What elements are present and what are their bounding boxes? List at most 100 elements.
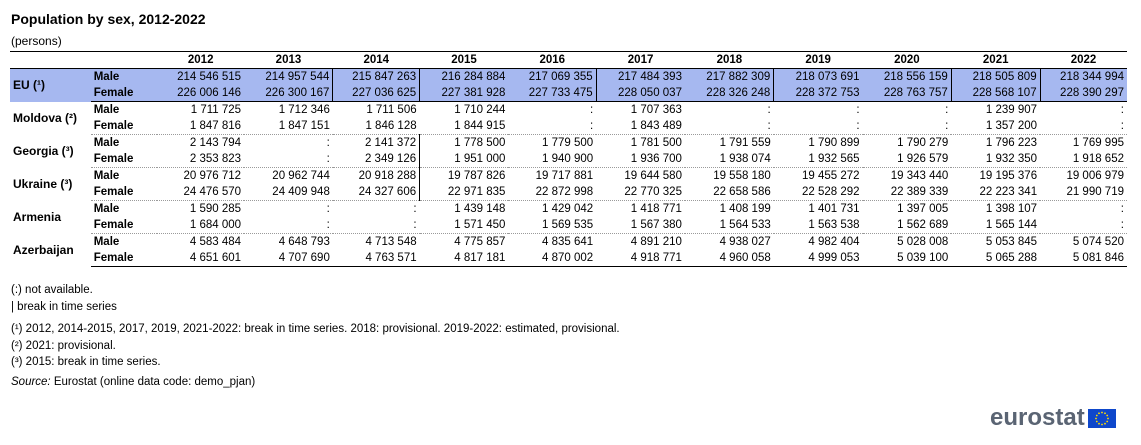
- value-cell: :: [589, 104, 594, 116]
- value-cell: 226 300 167: [244, 85, 333, 102]
- year-header-2015: 2015: [419, 51, 509, 69]
- value-cell: :: [244, 151, 333, 168]
- value-cell: 1 790 899: [808, 137, 860, 149]
- flag-star: [1100, 423, 1103, 425]
- value-cell: 228 763 757: [862, 85, 952, 102]
- value-cell: 1 397 005: [897, 203, 949, 215]
- value-cell: :: [332, 217, 420, 234]
- value-cell: 214 957 544: [244, 68, 333, 85]
- value-cell: 214 546 515: [157, 68, 245, 85]
- value-cell: 1 790 279: [897, 137, 949, 149]
- year-header-2022: 2022: [1040, 51, 1127, 69]
- male-label: Male: [93, 137, 120, 149]
- value-cell: :: [1040, 118, 1127, 135]
- source-label: Source:: [11, 376, 51, 388]
- value-cell: 1 439 148: [454, 203, 506, 215]
- value-cell: 1 408 199: [719, 203, 771, 215]
- value-cell: 20 918 288: [358, 170, 417, 182]
- value-cell: 1 796 223: [985, 137, 1038, 149]
- year-header-2014: 2014: [332, 51, 420, 69]
- value-cell: 1 711 725: [190, 104, 242, 116]
- value-cell: 228 390 297: [1039, 85, 1127, 102]
- value-cell: :: [1120, 104, 1124, 116]
- value-cell: 1 571 450: [419, 217, 509, 234]
- male-label: Male: [93, 203, 120, 215]
- value-cell: 218 505 809: [950, 68, 1041, 85]
- country-label: Georgia (³): [13, 144, 74, 158]
- value-cell: 1 563 538: [773, 217, 863, 234]
- value-cell: 4 583 484: [189, 236, 242, 248]
- value-cell: 226 006 146: [157, 85, 245, 102]
- value-cell: 217 069 355: [508, 68, 597, 85]
- flag-star: [1103, 422, 1106, 425]
- year-header-2019: 2019: [773, 51, 863, 69]
- value-cell: :: [767, 104, 771, 116]
- value-cell: 4 891 210: [630, 236, 682, 248]
- value-cell: 2 143 794: [189, 137, 242, 149]
- value-cell: 22 971 835: [419, 184, 509, 201]
- value-cell: 1 951 000: [419, 151, 509, 168]
- flag-star: [1106, 417, 1109, 419]
- table-row: Ukraine (³) Male 20 976 712 20 962 744 20 91…: [10, 167, 1127, 191]
- value-cell: 22 223 341: [951, 184, 1041, 201]
- value-cell: :: [1120, 203, 1124, 215]
- value-cell: 1 710 244: [454, 104, 506, 116]
- value-cell: 4 775 857: [454, 236, 506, 248]
- table-row: Georgia (³) Male 2 143 794: 2 141 372 1 778 …: [10, 134, 1127, 158]
- value-cell: 1 398 107: [985, 203, 1038, 215]
- value-cell: 1 791 559: [719, 137, 771, 149]
- table-row: Female 1 847 816 1 847 151 1 846 128 1 844 9…: [10, 118, 1127, 135]
- value-cell: 24 327 606: [332, 184, 420, 201]
- value-cell: 228 568 107: [950, 85, 1041, 102]
- table-row: Moldova (²) Male 1 711 725 1 712 346 1 711 5…: [10, 102, 1127, 125]
- country-label: Azerbaijan: [13, 243, 74, 257]
- value-cell: 1 707 363: [630, 104, 682, 116]
- value-cell: :: [508, 118, 597, 135]
- table-row: Female 226 006 146 226 300 167 227 036 625 2…: [10, 85, 1127, 102]
- footnote-2: (²) 2021: provisional.: [11, 340, 116, 352]
- value-cell: :: [773, 118, 863, 135]
- value-cell: 22 528 292: [773, 184, 863, 201]
- value-cell: 1 847 816: [157, 118, 245, 135]
- value-cell: 22 389 339: [862, 184, 952, 201]
- female-label: Female: [90, 184, 158, 201]
- value-cell: :: [326, 137, 330, 149]
- value-cell: 24 476 570: [157, 184, 245, 201]
- value-cell: 1 429 042: [542, 203, 594, 215]
- flag-star: [1095, 414, 1098, 416]
- value-cell: 19 644 580: [624, 170, 682, 182]
- flag-background: [1087, 408, 1116, 428]
- value-cell: 4 707 690: [244, 250, 333, 267]
- eurostat-logo: eurostat: [990, 404, 1116, 432]
- table-row: Female 24 476 570 24 409 948 24 327 606 22 9…: [10, 184, 1127, 201]
- value-cell: 1 565 144: [951, 217, 1041, 234]
- value-cell: 19 717 881: [535, 170, 594, 182]
- source-line: Source: Eurostat (online data code: demo…: [11, 375, 255, 390]
- value-cell: 24 409 948: [244, 184, 333, 201]
- value-cell: 218 344 994: [1039, 68, 1127, 85]
- value-cell: 1 847 151: [244, 118, 333, 135]
- table-row: Female 4 651 601 4 707 690 4 763 571 4 817 1…: [10, 250, 1127, 267]
- male-label: Male: [93, 236, 120, 248]
- male-label: Male: [93, 170, 120, 182]
- table-row: Armenia Male 1 590 285:: 1 439 148 1 429 042…: [10, 201, 1127, 224]
- value-cell: 1 357 200: [951, 118, 1041, 135]
- flag-star: [1105, 420, 1108, 422]
- header-row: 2012 2013 2014 2015 2016 2017 2018 2019 2020 2021…: [10, 51, 1127, 69]
- logo-text: eurostat: [990, 404, 1085, 431]
- flag-star: [1103, 411, 1106, 414]
- footnote-1: (¹) 2012, 2014-2015, 2017, 2019, 2021-20…: [11, 323, 620, 335]
- male-label: Male: [93, 104, 120, 116]
- year-header-2012: 2012: [157, 51, 245, 69]
- value-cell: 2 353 823: [157, 151, 245, 168]
- value-cell: 5 039 100: [862, 250, 952, 267]
- table-title: Population by sex, 2012-2022: [11, 11, 206, 27]
- male-label: Male: [90, 68, 158, 85]
- value-cell: 216 284 884: [419, 68, 509, 85]
- value-cell: 227 381 928: [419, 85, 509, 102]
- value-cell: :: [326, 203, 330, 215]
- value-cell: 4 713 548: [365, 236, 417, 248]
- eu-flag-icon: [1087, 408, 1116, 428]
- value-cell: 1 932 350: [951, 151, 1041, 168]
- female-label: Female: [90, 85, 158, 102]
